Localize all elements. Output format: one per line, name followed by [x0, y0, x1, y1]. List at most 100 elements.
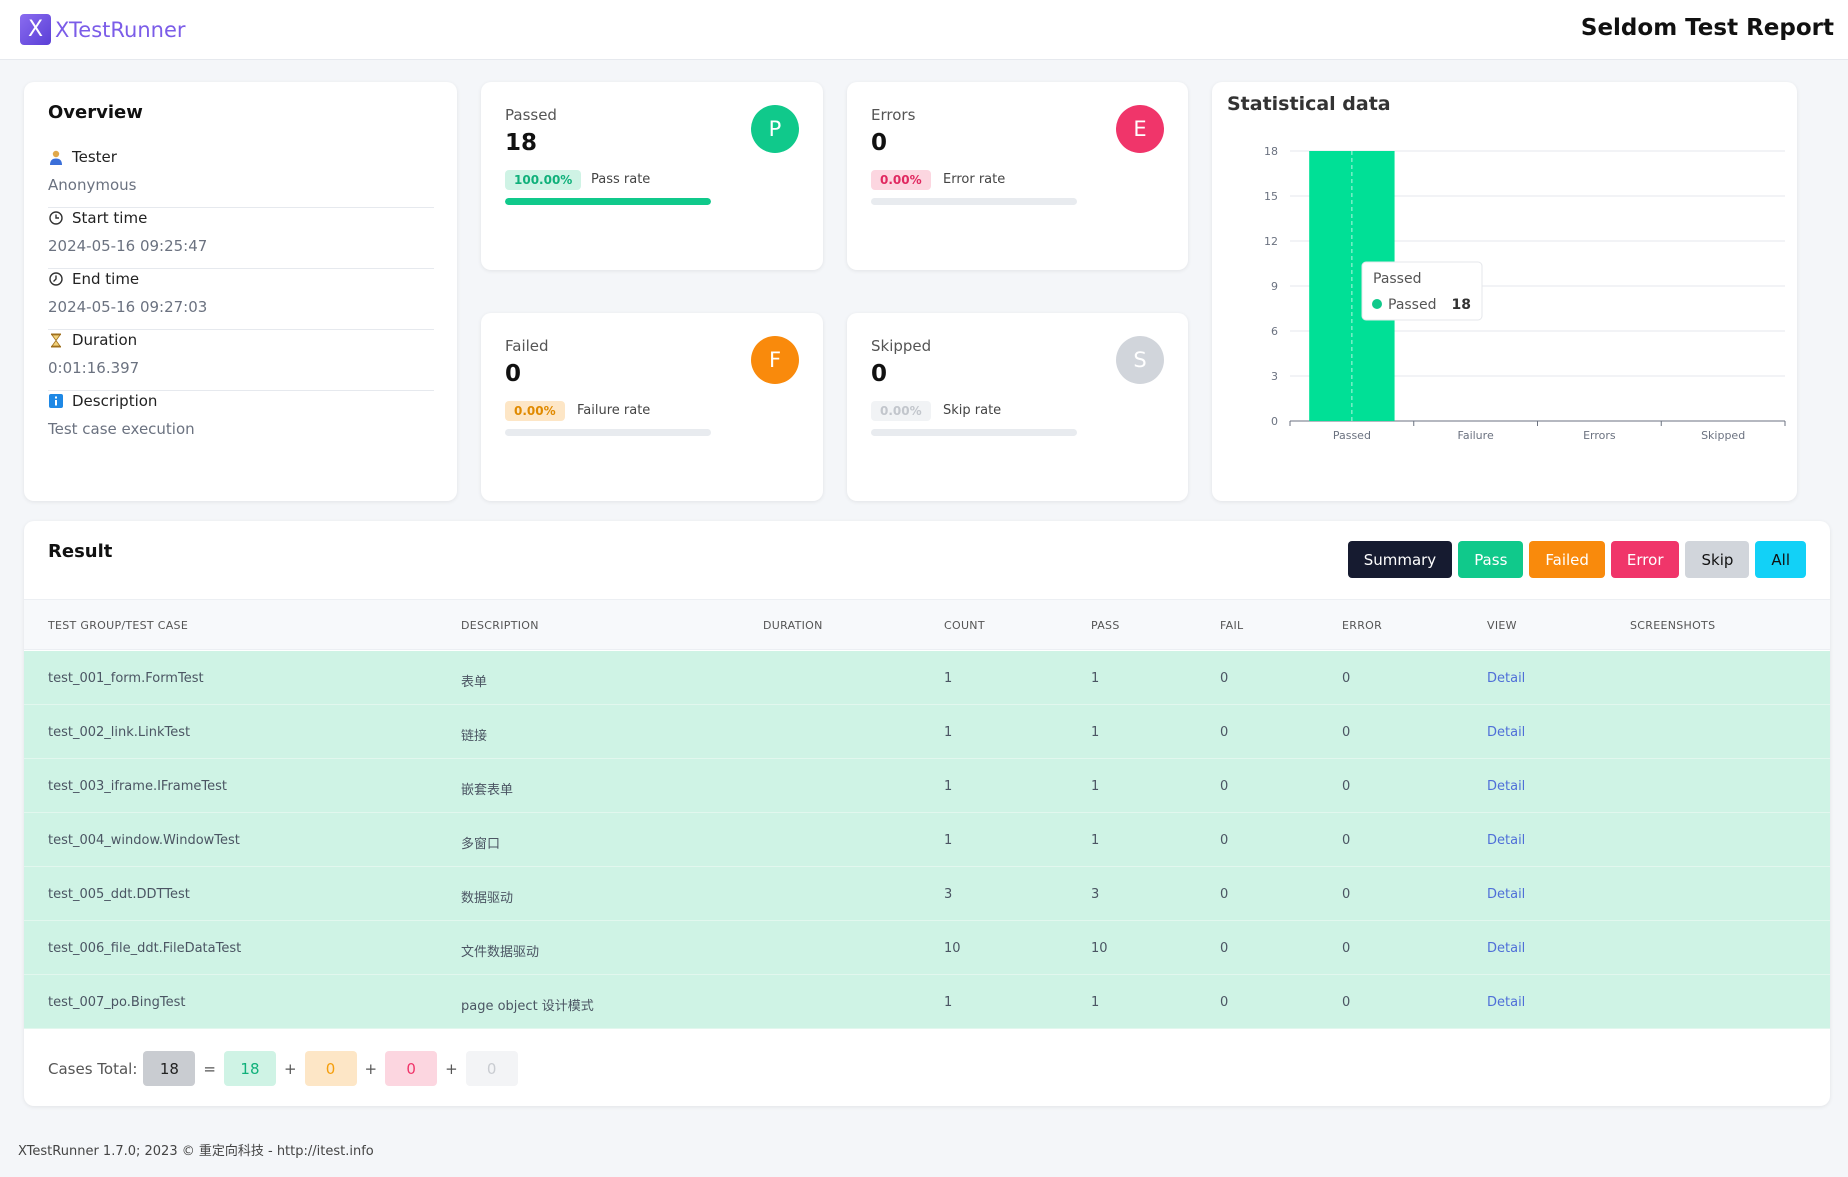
detail-link[interactable]: Detail: [1487, 995, 1526, 1010]
table-row[interactable]: test_003_iframe.IFrameTest 嵌套表单 1 1 0 0 …: [24, 759, 1830, 813]
skip-filter-button[interactable]: Skip: [1685, 541, 1750, 578]
x-tick-label: Errors: [1583, 429, 1616, 442]
cases-total: Cases Total: 18 = 18 + 0 + 0 + 0: [48, 1051, 518, 1086]
logo-icon: X: [20, 14, 51, 45]
cases-total-label: Cases Total:: [48, 1059, 138, 1078]
pass-filter-button[interactable]: Pass: [1458, 541, 1524, 578]
logo[interactable]: X XTestRunner: [20, 14, 186, 45]
stat-badge: 0.00%: [871, 170, 931, 190]
bar-chart: 0 3 6 9 12 15 18 Passed Failure Errors Skipped Pass…: [1264, 145, 1786, 442]
x-tick-label: Skipped: [1701, 429, 1745, 442]
test-pass: 1: [1091, 725, 1100, 740]
tooltip-title: Passed: [1373, 271, 1421, 287]
y-tick-label: 9: [1271, 280, 1278, 293]
column-header: DESCRIPTION: [461, 619, 539, 632]
stat-label: Skipped: [871, 337, 932, 355]
test-description: 表单: [461, 675, 488, 690]
test-fail: 0: [1220, 887, 1229, 902]
test-count: 10: [944, 941, 961, 956]
test-fail: 0: [1220, 995, 1229, 1010]
detail-link[interactable]: Detail: [1487, 941, 1526, 956]
overview-card: Overview Tester Anonymous Start time 202…: [24, 82, 457, 501]
test-description: 链接: [461, 729, 488, 744]
clock-icon: [48, 210, 64, 226]
overview-row-description: Description Test case execution: [48, 392, 434, 452]
test-description: 嵌套表单: [461, 783, 514, 798]
stat-progress-bar: [505, 198, 711, 205]
stat-progress-bar: [871, 198, 1077, 205]
column-header: PASS: [1091, 619, 1120, 632]
overview-row-duration: Duration 0:01:16.397: [48, 331, 434, 391]
test-fail: 0: [1220, 833, 1229, 848]
tooltip-value: 18: [1452, 297, 1471, 313]
stat-progress-fill: [505, 198, 711, 205]
plus-sign: +: [364, 1059, 378, 1078]
test-count: 1: [944, 779, 953, 794]
test-case-name: test_005_ddt.DDTTest: [48, 887, 190, 902]
test-count: 3: [944, 887, 953, 902]
summary-button[interactable]: Summary: [1347, 541, 1453, 578]
passed-count-badge: 18: [223, 1051, 276, 1086]
failed-count-badge: 0: [304, 1051, 357, 1086]
errors-circle-icon: E: [1116, 105, 1164, 153]
top-bar: X XTestRunner Seldom Test Report: [0, 0, 1848, 60]
column-header: FAIL: [1220, 619, 1244, 632]
error-filter-button[interactable]: Error: [1610, 541, 1680, 578]
column-header: COUNT: [944, 619, 985, 632]
table-header: TEST GROUP/TEST CASE DESCRIPTION DURATIO…: [24, 599, 1830, 650]
test-case-name: test_006_file_ddt.FileDataTest: [48, 941, 242, 956]
result-title: Result: [48, 541, 113, 562]
test-case-name: test_007_po.BingTest: [48, 995, 186, 1010]
total-count-badge: 18: [143, 1051, 196, 1086]
y-tick-label: 3: [1271, 370, 1278, 383]
all-filter-button[interactable]: All: [1755, 541, 1806, 578]
table-row[interactable]: test_002_link.LinkTest 链接 1 1 0 0 Detail: [24, 705, 1830, 759]
test-pass: 1: [1091, 995, 1100, 1010]
failed-filter-button[interactable]: Failed: [1529, 541, 1605, 578]
tooltip-dot: [1372, 299, 1382, 309]
detail-link[interactable]: Detail: [1487, 725, 1526, 740]
plus-sign: +: [283, 1059, 297, 1078]
test-pass: 1: [1091, 671, 1100, 686]
report-title: Seldom Test Report: [1580, 15, 1834, 41]
overview-label: Description: [72, 392, 158, 410]
table-row[interactable]: test_005_ddt.DDTTest 数据驱动 3 3 0 0 Detail: [24, 867, 1830, 921]
overview-value: Test case execution: [48, 420, 195, 438]
stat-label: Errors: [871, 106, 916, 124]
table-row[interactable]: test_006_file_ddt.FileDataTest 文件数据驱动 10…: [24, 921, 1830, 975]
overview-label: Start time: [72, 209, 148, 227]
overview-value: 2024-05-16 09:27:03: [48, 298, 208, 316]
detail-link[interactable]: Detail: [1487, 887, 1526, 902]
overview-row-end-time: End time 2024-05-16 09:27:03: [48, 270, 434, 330]
failed-circle-icon: F: [751, 336, 799, 384]
stat-badge: 0.00%: [871, 401, 931, 421]
skipped-circle-icon: S: [1116, 336, 1164, 384]
detail-link[interactable]: Detail: [1487, 833, 1526, 848]
chart-title: Statistical data: [1227, 93, 1391, 115]
stat-label: Passed: [505, 106, 557, 124]
test-description: page object 设计模式: [461, 999, 594, 1014]
stat-rate-label: Pass rate: [591, 172, 651, 187]
test-error: 0: [1342, 887, 1351, 902]
detail-link[interactable]: Detail: [1487, 671, 1526, 686]
overview-label: Duration: [72, 331, 138, 349]
y-tick-label: 0: [1271, 415, 1278, 428]
table-row[interactable]: test_004_window.WindowTest 多窗口 1 1 0 0 D…: [24, 813, 1830, 867]
stat-progress-bar: [871, 429, 1077, 436]
equals-sign: =: [203, 1059, 216, 1078]
hourglass-icon: [48, 332, 64, 348]
test-error: 0: [1342, 941, 1351, 956]
statistical-data-card: Statistical data 0 3 6 9 12 15 18 Passed Failure…: [1212, 82, 1797, 501]
test-fail: 0: [1220, 941, 1229, 956]
overview-row-start-time: Start time 2024-05-16 09:25:47: [48, 209, 434, 269]
table-row[interactable]: test_007_po.BingTest page object 设计模式 1 …: [24, 975, 1830, 1029]
overview-row-tester: Tester Anonymous: [48, 148, 434, 208]
test-pass: 1: [1091, 779, 1100, 794]
table-row[interactable]: test_001_form.FormTest 表单 1 1 0 0 Detail: [24, 651, 1830, 705]
tooltip-box: [1361, 261, 1483, 321]
detail-link[interactable]: Detail: [1487, 779, 1526, 794]
x-tick-label: Failure: [1458, 429, 1494, 442]
test-case-name: test_001_form.FormTest: [48, 671, 204, 686]
clock-end-icon: [48, 271, 64, 287]
passed-stat-card: Passed 18 P 100.00% Pass rate: [481, 82, 823, 270]
